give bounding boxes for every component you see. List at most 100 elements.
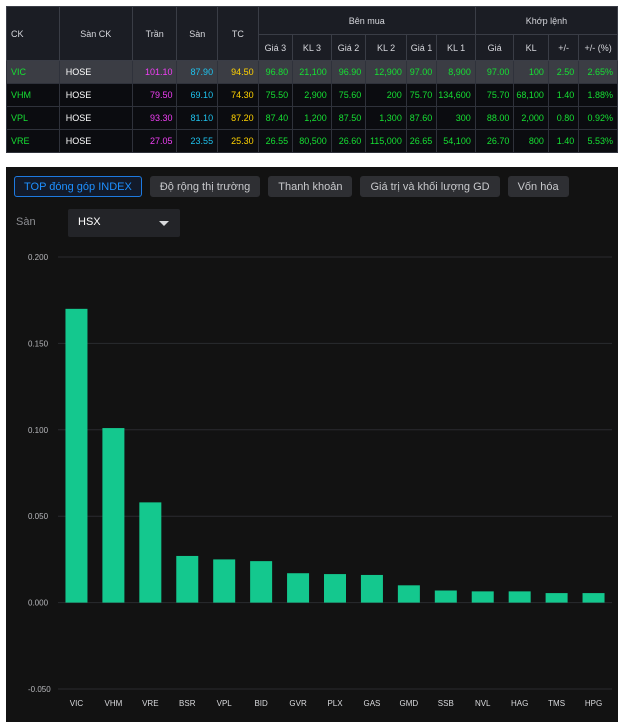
caret-down-icon	[159, 221, 169, 226]
header-bid-price-1[interactable]: Giá 1	[405, 34, 438, 61]
header-bid-price-3[interactable]: Giá 3	[257, 34, 294, 61]
match-price-cell: 26.70	[474, 129, 515, 153]
bar-gas[interactable]	[360, 574, 383, 603]
bid-price-3-cell[interactable]: 75.50	[257, 83, 294, 107]
price-board: CK Sàn CK Trần Sàn TC Bên mua Khớp lệnh …	[6, 6, 619, 153]
x-tick-label: NVL	[475, 699, 491, 708]
tab-top-index-contribution[interactable]: TOP đóng góp INDEX	[14, 176, 142, 197]
table-row[interactable]: VPL HOSE 93.30 81.10 87.20 87.40 1,200 8…	[6, 106, 618, 130]
x-tick-label: HAG	[511, 699, 528, 708]
match-volume-cell: 800	[513, 129, 549, 153]
tab-market-breadth[interactable]: Độ rộng thị trường	[149, 176, 261, 197]
bid-volume-1-cell: 300	[436, 106, 476, 130]
x-tick-label: GMD	[400, 699, 419, 708]
bid-price-3-cell[interactable]: 96.80	[257, 60, 294, 84]
bar-gvr[interactable]	[287, 573, 310, 603]
x-tick-label: VIC	[70, 699, 84, 708]
bar-tms[interactable]	[545, 593, 568, 603]
match-volume-cell: 100	[513, 60, 549, 84]
bid-price-3-cell[interactable]: 87.40	[257, 106, 294, 130]
header-exchange[interactable]: Sàn CK	[58, 6, 133, 61]
header-match-price[interactable]: Giá	[474, 34, 515, 61]
change-cell: 0.80	[547, 106, 580, 130]
bid-volume-1-cell: 54,100	[436, 129, 476, 153]
match-price-cell: 75.70	[474, 83, 515, 107]
y-tick-label: 0.050	[28, 512, 49, 521]
x-tick-label: TMS	[548, 699, 565, 708]
floor-cell: 81.10	[176, 106, 219, 130]
bar-plx[interactable]	[324, 574, 346, 603]
change-percent-cell: 1.88%	[578, 83, 618, 107]
y-tick-label: 0.000	[28, 599, 49, 608]
bar-vre[interactable]	[139, 502, 162, 603]
bid-price-1-cell[interactable]: 26.65	[405, 129, 438, 153]
symbol-cell[interactable]: VPL	[6, 106, 60, 130]
y-tick-label: 0.150	[28, 339, 49, 348]
tab-value-volume[interactable]: Giá trị và khối lượng GD	[360, 176, 500, 197]
y-tick-label: 0.200	[28, 253, 49, 262]
change-percent-cell: 0.92%	[578, 106, 618, 130]
bid-price-1-cell[interactable]: 75.70	[405, 83, 438, 107]
header-bid-price-2[interactable]: Giá 2	[330, 34, 367, 61]
bar-hpg[interactable]	[582, 593, 605, 603]
bid-price-2-cell[interactable]: 87.50	[330, 106, 367, 130]
market-select[interactable]: HSX	[68, 209, 180, 237]
symbol-cell[interactable]: VRE	[6, 129, 60, 153]
bar-bid[interactable]	[250, 561, 273, 603]
bid-volume-3-cell: 1,200	[292, 106, 332, 130]
symbol-cell[interactable]: VHM	[6, 83, 60, 107]
floor-cell: 23.55	[176, 129, 219, 153]
x-tick-label: GAS	[363, 699, 380, 708]
bar-bsr[interactable]	[176, 555, 199, 603]
ceiling-cell: 79.50	[131, 83, 178, 107]
bar-vhm[interactable]	[102, 428, 125, 603]
table-row[interactable]: VHM HOSE 79.50 69.10 74.30 75.50 2,900 7…	[6, 83, 618, 107]
header-symbol[interactable]: CK	[6, 6, 60, 61]
header-change-percent[interactable]: +/- (%)	[578, 34, 618, 61]
bid-price-1-cell[interactable]: 87.60	[405, 106, 438, 130]
table-row[interactable]: VRE HOSE 27.05 23.55 25.30 26.55 80,500 …	[6, 129, 618, 153]
header-match-volume[interactable]: KL	[513, 34, 549, 61]
x-tick-label: VPL	[217, 699, 233, 708]
bid-volume-3-cell: 80,500	[292, 129, 332, 153]
header-bid-volume-1[interactable]: KL 1	[436, 34, 476, 61]
header-ceiling[interactable]: Trần	[131, 6, 178, 61]
bar-hag[interactable]	[508, 591, 531, 603]
bid-volume-1-cell: 8,900	[436, 60, 476, 84]
tab-market-cap[interactable]: Vốn hóa	[507, 176, 569, 197]
floor-cell: 69.10	[176, 83, 219, 107]
bid-volume-1-cell: 134,600	[436, 83, 476, 107]
header-floor[interactable]: Sàn	[176, 6, 219, 61]
bar-nvl[interactable]	[471, 591, 494, 603]
bid-price-1-cell[interactable]: 97.00	[405, 60, 438, 84]
market-select-value: HSX	[78, 216, 101, 228]
bar-gmd[interactable]	[397, 585, 420, 603]
match-volume-cell: 2,000	[513, 106, 549, 130]
reference-cell: 25.30	[217, 129, 259, 153]
bar-ssb[interactable]	[434, 590, 457, 603]
header-reference[interactable]: TC	[217, 6, 259, 61]
header-match-group: Khớp lệnh	[474, 6, 619, 35]
symbol-cell[interactable]: VIC	[6, 60, 60, 84]
header-bid-volume-3[interactable]: KL 3	[292, 34, 332, 61]
bar-vic[interactable]	[65, 308, 88, 603]
x-tick-label: SSB	[438, 699, 454, 708]
bid-price-2-cell[interactable]: 96.90	[330, 60, 367, 84]
header-change[interactable]: +/-	[547, 34, 580, 61]
bid-volume-2-cell: 12,900	[365, 60, 407, 84]
ceiling-cell: 93.30	[131, 106, 178, 130]
x-tick-label: BSR	[179, 699, 196, 708]
price-board-table: CK Sàn CK Trần Sàn TC Bên mua Khớp lệnh …	[6, 6, 619, 153]
table-row[interactable]: VIC HOSE 101.10 87.90 94.50 96.80 21,100…	[6, 60, 618, 84]
x-tick-label: BID	[254, 699, 268, 708]
bid-price-3-cell[interactable]: 26.55	[257, 129, 294, 153]
header-bid-volume-2[interactable]: KL 2	[365, 34, 407, 61]
market-filter-label: Sàn	[16, 216, 36, 228]
bid-price-2-cell[interactable]: 75.60	[330, 83, 367, 107]
bar-vpl[interactable]	[213, 559, 236, 603]
x-tick-label: GVR	[289, 699, 307, 708]
tab-liquidity[interactable]: Thanh khoản	[268, 176, 353, 197]
change-cell: 1.40	[547, 129, 580, 153]
bid-price-2-cell[interactable]: 26.60	[330, 129, 367, 153]
match-price-cell: 97.00	[474, 60, 515, 84]
